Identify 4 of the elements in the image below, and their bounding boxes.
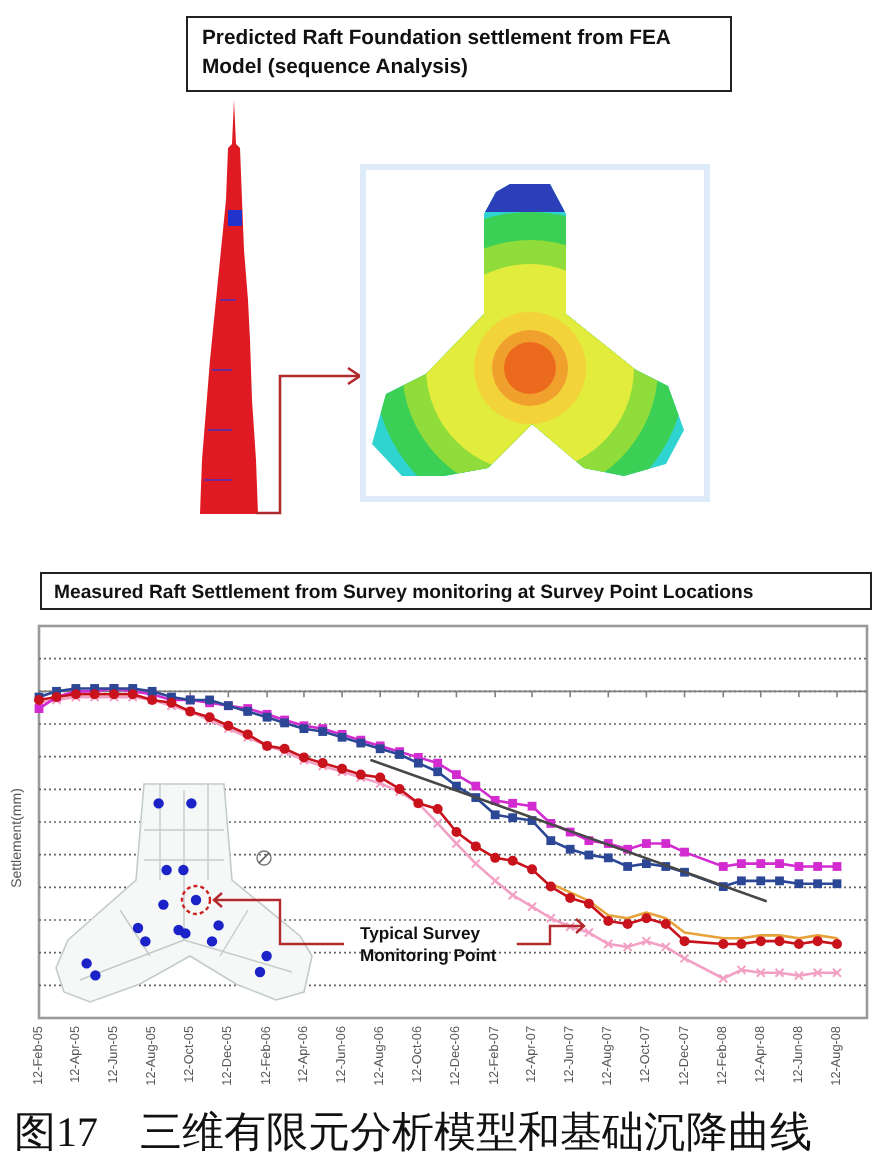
caption: 图17 三维有限元分析模型和基础沉降曲线 (14, 1108, 812, 1156)
text: Predicted Raft Foundation settlement from FEA Model (sequence Analysis) (202, 28, 672, 79)
chart-title: Measured Raft Settlement from Survey monitoring at Survey Point Locations (54, 582, 754, 604)
annotation: Typical Survey Monitoring Point (360, 923, 497, 965)
